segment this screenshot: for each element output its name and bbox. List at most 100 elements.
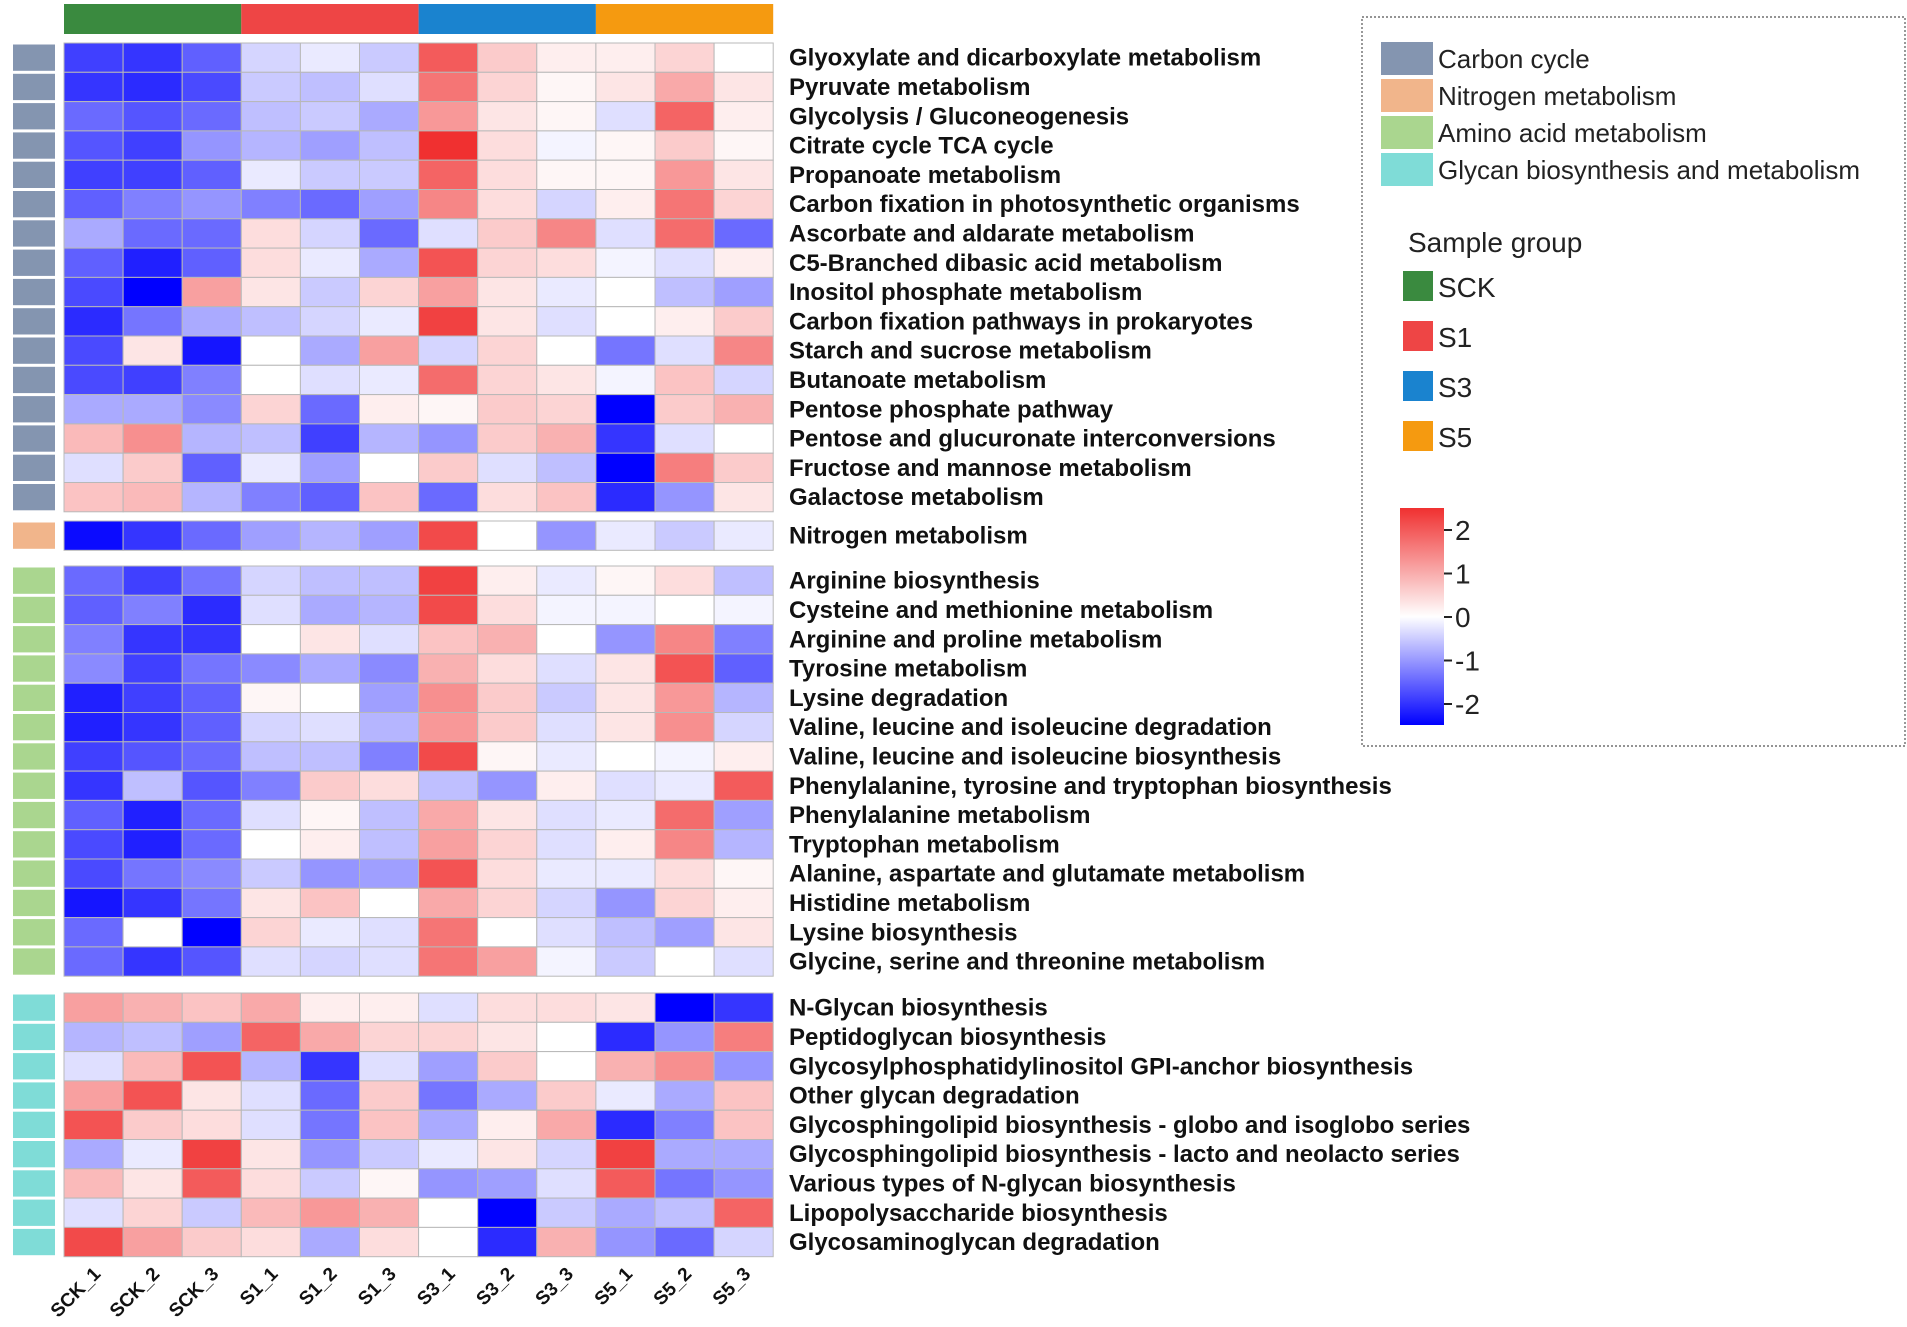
heatmap-cell [713, 452, 774, 484]
category-swatch [13, 948, 55, 975]
heatmap-cell [122, 335, 183, 366]
category-swatch [13, 44, 55, 71]
heatmap-cell [359, 364, 420, 396]
heatmap-cell [359, 71, 420, 103]
heatmap-cell [181, 101, 242, 132]
heatmap-cell [536, 1197, 597, 1228]
row-label: Alanine, aspartate and glutamate metabol… [789, 861, 1305, 888]
heatmap-cell [63, 829, 124, 860]
heatmap-cell [536, 247, 597, 278]
heatmap-cell [359, 565, 420, 596]
heatmap-cell [181, 1139, 242, 1170]
heatmap-cell [359, 594, 420, 626]
category-swatch [13, 684, 55, 711]
heatmap-cell [713, 42, 774, 73]
heatmap-cell [654, 1021, 715, 1053]
heatmap-cell [240, 482, 301, 513]
heatmap-cell [654, 1197, 715, 1228]
row-label: Glycolysis / Gluconeogenesis [789, 103, 1129, 130]
heatmap-cell [595, 565, 656, 596]
row-label: Arginine and proline metabolism [789, 626, 1162, 653]
heatmap-cell [418, 858, 479, 889]
heatmap-cell [536, 1168, 597, 1199]
row-label: Lysine biosynthesis [789, 919, 1018, 946]
heatmap-cell [418, 394, 479, 425]
scale-tick-label: 1 [1455, 559, 1471, 590]
heatmap-cell [122, 189, 183, 220]
sample-group-swatch [1403, 371, 1433, 401]
heatmap-cell [713, 712, 774, 743]
sample-group-bar-s5 [595, 4, 774, 34]
heatmap-cell [240, 917, 301, 948]
heatmap-cell [240, 1051, 301, 1082]
heatmap-cell [536, 42, 597, 73]
heatmap-cell [122, 1197, 183, 1228]
heatmap-cell [654, 946, 715, 977]
heatmap-cell [63, 565, 124, 596]
heatmap-cell [63, 653, 124, 684]
heatmap-cell [359, 770, 420, 801]
heatmap-cells [63, 42, 774, 1258]
row-label: Other glycan degradation [789, 1083, 1080, 1110]
sample-group-title: Sample group [1408, 227, 1582, 258]
heatmap-cell [418, 423, 479, 454]
heatmap-cell [240, 276, 301, 308]
heatmap-cell [654, 482, 715, 513]
heatmap-cell [359, 218, 420, 249]
heatmap-cell [63, 799, 124, 831]
heatmap-cell [477, 394, 538, 425]
heatmap-cell [654, 992, 715, 1023]
heatmap-cell [240, 218, 301, 249]
heatmap-cell [536, 101, 597, 132]
heatmap-cell [418, 482, 479, 513]
heatmap-cell [181, 624, 242, 655]
heatmap-cell [595, 1109, 656, 1140]
row-label: Histidine metabolism [789, 890, 1030, 917]
heatmap-cell [595, 42, 656, 73]
category-swatch [13, 994, 55, 1021]
heatmap-cell [477, 130, 538, 161]
heatmap-cell [181, 1021, 242, 1053]
heatmap-cell [63, 276, 124, 308]
heatmap-cell [359, 946, 420, 977]
row-label: Tryptophan metabolism [789, 831, 1060, 858]
heatmap-cell [418, 1197, 479, 1228]
heatmap-cell [63, 946, 124, 977]
heatmap-cell [122, 130, 183, 161]
row-label: Valine, leucine and isoleucine biosynthe… [789, 743, 1281, 770]
row-label: Carbon fixation pathways in prokaryotes [789, 308, 1253, 335]
category-swatch [13, 396, 55, 423]
category-swatch [13, 1228, 55, 1256]
heatmap-cell [477, 712, 538, 743]
heatmap-cell [63, 218, 124, 249]
heatmap-cell [654, 887, 715, 919]
heatmap-cell [359, 1197, 420, 1228]
heatmap-cell [63, 1021, 124, 1053]
heatmap-cell [418, 992, 479, 1023]
heatmap-cell [654, 247, 715, 278]
category-swatch [13, 801, 55, 829]
column-label: SCK_2 [106, 1264, 164, 1322]
heatmap-cell [536, 653, 597, 684]
heatmap-cell [359, 520, 420, 551]
heatmap-cell [418, 1168, 479, 1199]
heatmap-cell [418, 829, 479, 860]
heatmap-cell [122, 1168, 183, 1199]
heatmap-cell [536, 482, 597, 513]
heatmap-cell [240, 306, 301, 337]
heatmap-cell [181, 565, 242, 596]
heatmap-cell [595, 1139, 656, 1170]
sample-group-swatch [1403, 321, 1433, 351]
heatmap-cell [299, 1051, 360, 1082]
heatmap-cell [713, 594, 774, 626]
heatmap-cell [477, 218, 538, 249]
heatmap-cell [122, 1021, 183, 1053]
heatmap-cell [359, 130, 420, 161]
heatmap-cell [299, 42, 360, 73]
category-swatch [13, 308, 55, 335]
color-scale-ticks: 2 1 0 -1 -2 [1444, 515, 1480, 720]
heatmap-cell [654, 1051, 715, 1082]
row-label: Inositol phosphate metabolism [789, 279, 1142, 306]
heatmap-cell [477, 189, 538, 220]
category-swatch [13, 772, 55, 799]
